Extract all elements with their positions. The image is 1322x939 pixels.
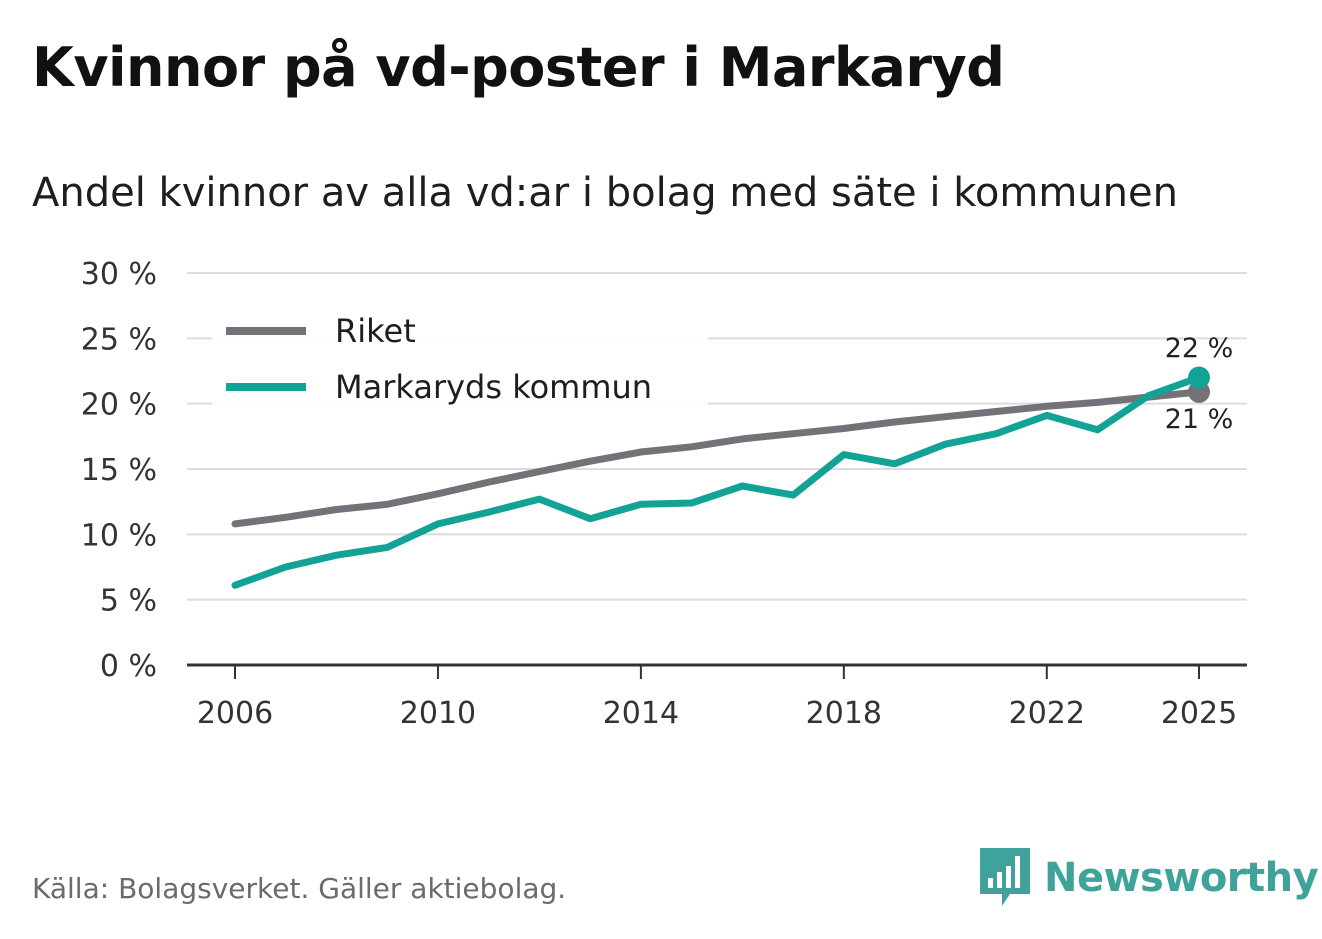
end-points [1188,366,1210,403]
newsworthy-logo: Newsworthy [980,848,1319,908]
brand-name: Newsworthy [1044,855,1319,901]
source-note: Källa: Bolagsverket. Gäller aktiebolag. [32,872,567,905]
bar-chart-icon [980,848,1030,906]
series-lines [231,374,1203,589]
end-label-markaryd: 22 % [1165,333,1234,364]
series-line-markaryd [231,374,1203,589]
x-tick-label: 2006 [197,696,273,731]
x-tick-label: 2022 [1009,696,1085,731]
series-line-riket [231,388,1203,528]
x-tick-label: 2025 [1161,696,1237,731]
y-axis-ticks: 0 % 5 % 10 % 15 % 20 % 25 % 30 % [81,257,157,684]
end-label-riket: 21 % [1165,404,1234,435]
x-tick-label: 2010 [400,696,476,731]
x-axis-ticks: 2006 2010 2014 2018 2022 2025 [197,665,1237,731]
y-tick-label: 25 % [81,322,157,357]
y-tick-label: 10 % [81,518,157,553]
legend-label-riket: Riket [335,312,416,350]
chart-subtitle: Andel kvinnor av alla vd:ar i bolag med … [32,170,1178,216]
y-tick-label: 20 % [81,388,157,423]
end-point-markaryd [1188,366,1210,389]
y-tick-label: 0 % [100,649,157,684]
y-tick-label: 5 % [100,584,157,619]
y-tick-label: 15 % [81,453,157,488]
legend-label-markaryd: Markaryds kommun [335,368,652,406]
chart-title: Kvinnor på vd-poster i Markaryd [32,36,1005,99]
y-tick-label: 30 % [81,257,157,292]
x-tick-label: 2018 [806,696,882,731]
x-tick-label: 2014 [603,696,679,731]
legend: Riket Markaryds kommun [212,304,708,408]
